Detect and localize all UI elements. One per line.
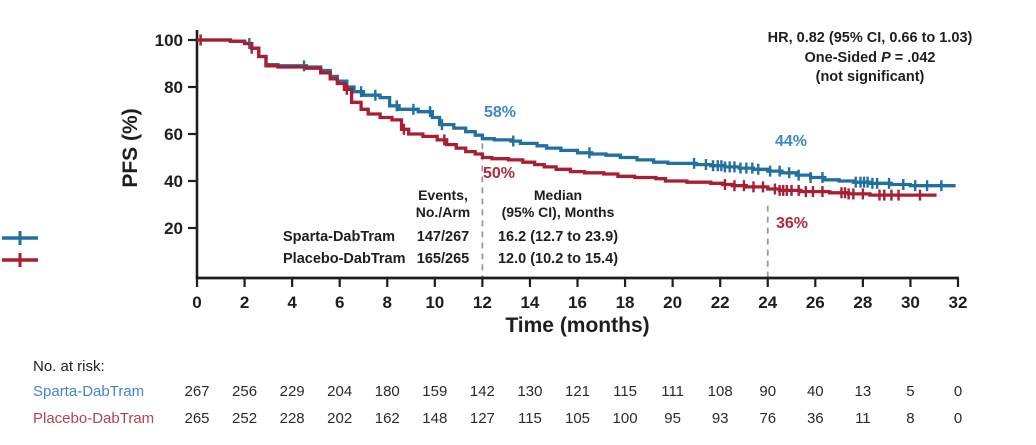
significance-line: (not significant) bbox=[815, 69, 925, 85]
survival-curve-1 bbox=[197, 38, 937, 197]
risk-count: 115 bbox=[518, 410, 542, 427]
legend-label-sparta: Sparta-DabTram bbox=[283, 229, 396, 245]
x-tick-label: 20 bbox=[663, 293, 682, 312]
x-tick-label: 18 bbox=[616, 293, 635, 312]
risk-count: 0 bbox=[954, 383, 962, 400]
percent-label-12mo-placebo: 50% bbox=[483, 165, 516, 182]
percent-label-24mo-placebo: 36% bbox=[776, 215, 809, 232]
risk-count: 13 bbox=[855, 383, 872, 400]
legend-events-placebo: 165/265 bbox=[416, 251, 470, 267]
x-tick-label: 6 bbox=[335, 293, 344, 312]
y-tick-label: 60 bbox=[164, 125, 183, 144]
legend-label-placebo: Placebo-DabTram bbox=[283, 251, 406, 267]
legend-events-sparta: 147/267 bbox=[416, 229, 470, 245]
risk-count: 267 bbox=[184, 383, 209, 400]
risk-count: 76 bbox=[759, 410, 776, 427]
risk-count: 256 bbox=[232, 383, 257, 400]
censor-marker-icon bbox=[2, 253, 38, 267]
risk-count: 127 bbox=[470, 410, 495, 427]
risk-count: 5 bbox=[906, 383, 914, 400]
risk-count: 202 bbox=[327, 410, 352, 427]
pvalue-line: One-Sided P = .042 bbox=[804, 49, 936, 66]
stats-annotation: HR, 0.82 (95% CI, 0.66 to 1.03) One-Side… bbox=[703, 29, 1036, 88]
x-tick-label: 8 bbox=[383, 293, 392, 312]
legend-median-header: Median (95% CI), Months bbox=[501, 187, 615, 220]
risk-count: 162 bbox=[375, 410, 400, 427]
risk-table-title: No. at risk: bbox=[33, 358, 105, 375]
risk-count: 100 bbox=[613, 410, 638, 427]
x-tick-label: 12 bbox=[473, 293, 492, 312]
risk-count: 180 bbox=[375, 383, 400, 400]
risk-count: 228 bbox=[280, 410, 305, 427]
risk-count: 108 bbox=[708, 383, 733, 400]
risk-count: 0 bbox=[954, 410, 962, 427]
risk-count: 95 bbox=[664, 410, 681, 427]
legend-median-sparta: 16.2 (12.7 to 23.9) bbox=[497, 229, 619, 245]
hr-line: HR, 0.82 (95% CI, 0.66 to 1.03) bbox=[767, 30, 973, 46]
y-axis-title: PFS (%) bbox=[119, 108, 142, 188]
percent-label-24mo-sparta: 44% bbox=[775, 133, 808, 150]
risk-count: 265 bbox=[184, 410, 209, 427]
legend-median-placebo: 12.0 (10.2 to 15.4) bbox=[497, 251, 619, 267]
risk-count: 142 bbox=[470, 383, 495, 400]
risk-count: 40 bbox=[807, 383, 824, 400]
y-tick-label: 80 bbox=[164, 78, 183, 97]
y-tick-label: 40 bbox=[164, 172, 183, 191]
x-axis-title: Time (months) bbox=[505, 314, 650, 337]
y-tick-label: 100 bbox=[155, 31, 183, 50]
x-tick-label: 26 bbox=[806, 293, 825, 312]
risk-count: 148 bbox=[422, 410, 447, 427]
risk-count: 130 bbox=[517, 383, 542, 400]
risk-count: 121 bbox=[565, 383, 590, 400]
x-tick-label: 14 bbox=[520, 293, 539, 312]
percent-label-12mo-sparta: 58% bbox=[484, 104, 517, 121]
risk-count: 252 bbox=[232, 410, 257, 427]
risk-count: 90 bbox=[759, 383, 776, 400]
censor-marker-icon bbox=[2, 231, 38, 245]
x-tick-label: 10 bbox=[425, 293, 444, 312]
x-tick-label: 0 bbox=[192, 293, 201, 312]
x-tick-label: 28 bbox=[853, 293, 872, 312]
legend-events-header: Events, No./Arm bbox=[415, 187, 471, 220]
x-tick-label: 22 bbox=[711, 293, 730, 312]
risk-count: 159 bbox=[422, 383, 447, 400]
y-tick-label: 20 bbox=[164, 219, 183, 238]
risk-count: 36 bbox=[807, 410, 824, 427]
risk-count: 11 bbox=[855, 410, 871, 427]
risk-count: 105 bbox=[565, 410, 590, 427]
x-tick-label: 30 bbox=[901, 293, 920, 312]
x-tick-label: 16 bbox=[568, 293, 587, 312]
risk-count: 111 bbox=[661, 383, 684, 400]
x-tick-label: 24 bbox=[758, 293, 777, 312]
risk-count: 229 bbox=[280, 383, 305, 400]
risk-row-label-sparta: Sparta-DabTram bbox=[33, 383, 145, 400]
x-tick-label: 32 bbox=[949, 293, 968, 312]
risk-count: 204 bbox=[327, 383, 352, 400]
x-tick-label: 2 bbox=[240, 293, 249, 312]
risk-count: 115 bbox=[613, 383, 637, 400]
risk-row-label-placebo: Placebo-DabTram bbox=[33, 410, 155, 427]
risk-count: 8 bbox=[906, 410, 914, 427]
x-tick-label: 4 bbox=[287, 293, 297, 312]
risk-count: 93 bbox=[712, 410, 729, 427]
